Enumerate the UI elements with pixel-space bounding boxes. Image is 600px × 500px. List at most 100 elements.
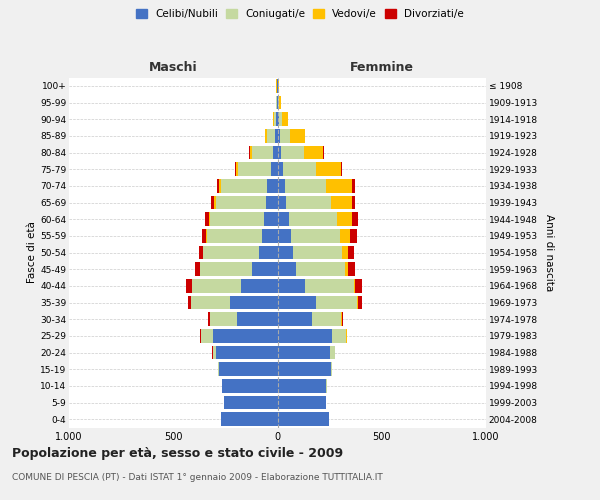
Bar — [250, 146, 253, 160]
Bar — [341, 162, 342, 176]
Bar — [290, 129, 305, 142]
Bar — [341, 312, 343, 326]
Bar — [199, 246, 203, 260]
Bar — [230, 296, 277, 310]
Bar — [277, 179, 285, 192]
Bar — [332, 329, 346, 342]
Bar — [358, 296, 362, 310]
Bar — [271, 162, 277, 176]
Bar — [277, 112, 279, 126]
Bar — [277, 346, 329, 360]
Bar — [210, 312, 237, 326]
Bar — [277, 212, 289, 226]
Text: Maschi: Maschi — [149, 61, 197, 74]
Bar — [202, 229, 206, 242]
Bar — [340, 229, 350, 242]
Bar — [262, 229, 277, 242]
Bar — [264, 212, 277, 226]
Bar — [349, 246, 353, 260]
Bar — [222, 379, 277, 392]
Bar — [326, 179, 352, 192]
Bar — [312, 312, 341, 326]
Bar — [352, 179, 355, 192]
Bar — [277, 146, 281, 160]
Bar — [221, 412, 277, 426]
Bar — [345, 262, 349, 276]
Bar — [331, 196, 352, 209]
Bar — [281, 112, 288, 126]
Bar — [219, 179, 221, 192]
Y-axis label: Anni di nascita: Anni di nascita — [544, 214, 554, 291]
Bar — [277, 312, 312, 326]
Bar — [274, 146, 277, 160]
Y-axis label: Fasce di età: Fasce di età — [27, 222, 37, 284]
Bar — [316, 162, 341, 176]
Bar — [218, 362, 219, 376]
Bar — [259, 246, 277, 260]
Bar — [221, 179, 267, 192]
Bar — [352, 212, 358, 226]
Bar — [281, 146, 304, 160]
Bar — [279, 96, 281, 110]
Text: Femmine: Femmine — [350, 61, 414, 74]
Bar — [280, 129, 290, 142]
Bar — [274, 112, 277, 126]
Bar — [277, 412, 329, 426]
Bar — [185, 279, 192, 292]
Bar — [278, 79, 279, 92]
Bar — [278, 96, 279, 110]
Bar — [213, 329, 277, 342]
Bar — [286, 196, 331, 209]
Bar — [205, 212, 209, 226]
Bar — [337, 212, 352, 226]
Bar — [293, 246, 342, 260]
Bar — [277, 262, 296, 276]
Text: Popolazione per età, sesso e stato civile - 2009: Popolazione per età, sesso e stato civil… — [12, 448, 343, 460]
Bar — [209, 212, 210, 226]
Bar — [352, 196, 355, 209]
Bar — [191, 296, 230, 310]
Bar — [349, 262, 355, 276]
Bar — [331, 362, 332, 376]
Bar — [277, 362, 331, 376]
Bar — [235, 162, 236, 176]
Bar — [329, 346, 335, 360]
Bar — [353, 279, 355, 292]
Bar — [216, 346, 277, 360]
Bar — [277, 129, 280, 142]
Bar — [316, 296, 357, 310]
Bar — [203, 246, 259, 260]
Bar — [289, 212, 337, 226]
Bar — [350, 229, 357, 242]
Bar — [357, 296, 358, 310]
Bar — [211, 196, 214, 209]
Bar — [355, 279, 362, 292]
Bar — [291, 229, 340, 242]
Bar — [200, 329, 202, 342]
Bar — [216, 196, 266, 209]
Bar — [283, 162, 316, 176]
Bar — [202, 329, 213, 342]
Bar — [219, 362, 277, 376]
Bar — [224, 396, 277, 409]
Bar — [208, 312, 210, 326]
Bar — [267, 129, 275, 142]
Bar — [304, 146, 323, 160]
Bar — [277, 396, 326, 409]
Bar — [210, 212, 264, 226]
Bar — [277, 329, 332, 342]
Bar — [277, 246, 293, 260]
Bar — [238, 162, 271, 176]
Bar — [253, 146, 274, 160]
Bar — [217, 179, 219, 192]
Bar — [267, 179, 277, 192]
Bar — [237, 312, 277, 326]
Bar — [277, 229, 291, 242]
Bar — [276, 96, 277, 110]
Bar — [266, 196, 277, 209]
Bar — [206, 229, 262, 242]
Bar — [192, 279, 241, 292]
Bar — [188, 296, 191, 310]
Bar — [277, 162, 283, 176]
Bar — [275, 129, 277, 142]
